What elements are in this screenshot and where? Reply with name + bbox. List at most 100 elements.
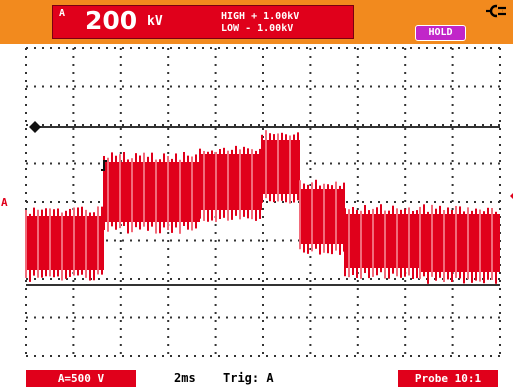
- grid-dot: [290, 278, 292, 280]
- grid-dot: [34, 47, 36, 49]
- grid-dot: [458, 278, 460, 280]
- grid-dot: [167, 344, 170, 346]
- grid-dot: [25, 208, 27, 210]
- grid-dot: [418, 47, 420, 49]
- grid-dot: [114, 278, 116, 280]
- grid-dot: [262, 336, 264, 338]
- grid-dot: [450, 47, 452, 49]
- grid-dot: [250, 85, 252, 88]
- grid-dot: [167, 88, 170, 90]
- grid-dot: [167, 352, 170, 354]
- grid-dot: [34, 201, 36, 203]
- grid-dot: [309, 288, 312, 290]
- grid-dot: [167, 128, 170, 130]
- grid-dot: [442, 201, 444, 203]
- grid-dot: [218, 85, 220, 88]
- grid-dot: [309, 344, 312, 346]
- grid-dot: [354, 124, 356, 126]
- hold-button[interactable]: HOLD: [415, 25, 466, 41]
- grid-dot: [258, 85, 260, 88]
- grid-dot: [72, 120, 75, 122]
- grid-dot: [356, 128, 359, 130]
- grid-dot: [274, 316, 276, 319]
- grid-dot: [309, 136, 312, 138]
- grid-dot: [90, 47, 92, 49]
- grid-dot: [499, 272, 501, 274]
- grid-dot: [242, 47, 244, 49]
- grid-dot: [404, 200, 407, 202]
- grid-dot: [214, 248, 217, 250]
- cursor-diamond-icon[interactable]: [29, 121, 41, 133]
- grid-dot: [119, 296, 122, 298]
- grid-dot: [25, 320, 27, 322]
- grid-dot: [290, 85, 292, 88]
- grid-dot: [226, 85, 228, 88]
- grid-dot: [309, 184, 312, 186]
- grid-dot: [314, 355, 316, 357]
- grid-dot: [119, 48, 122, 50]
- grid-dot: [202, 47, 204, 49]
- grid-dot: [242, 316, 244, 319]
- grid-dot: [322, 47, 324, 49]
- grid-dot: [25, 328, 27, 330]
- grid-dot: [346, 124, 348, 126]
- grid-dot: [418, 124, 420, 126]
- grid-dot: [258, 355, 260, 357]
- grid-dot: [119, 56, 122, 58]
- range-label[interactable]: A=500 V: [26, 370, 136, 387]
- grid-dot: [58, 85, 60, 88]
- grid-dot: [442, 47, 444, 49]
- grid-dot: [378, 278, 380, 280]
- grid-dot: [34, 162, 36, 165]
- grid-dot: [162, 124, 164, 126]
- grid-dot: [234, 316, 236, 319]
- grid-dot: [214, 240, 217, 242]
- grid-dot: [499, 112, 501, 114]
- grid-dot: [451, 320, 454, 322]
- grid-dot: [154, 47, 156, 49]
- grid-dot: [167, 152, 170, 154]
- grid-dot: [474, 201, 476, 203]
- grid-dot: [394, 162, 396, 165]
- grid-dot: [499, 72, 501, 74]
- grid-dot: [258, 124, 260, 126]
- grid-dot: [356, 72, 359, 74]
- grid-dot: [214, 256, 217, 258]
- grid-dot: [314, 85, 316, 88]
- grid-dot: [309, 152, 312, 154]
- grid-dot: [404, 112, 407, 114]
- grid-dot: [274, 239, 276, 242]
- grid-dot: [442, 124, 444, 126]
- grid-dot: [66, 278, 68, 280]
- grid-dot: [218, 355, 220, 357]
- grid-dot: [451, 120, 454, 122]
- grid-dot: [309, 328, 312, 330]
- grid-dot: [322, 355, 324, 357]
- grid-dot: [106, 85, 108, 88]
- grid-dot: [404, 152, 407, 154]
- trigger-label: Trig: A: [223, 371, 274, 385]
- grid-dot: [50, 85, 52, 88]
- grid-dot: [370, 124, 372, 126]
- grid-dot: [50, 201, 52, 203]
- grid-dot: [356, 344, 359, 346]
- grid-dot: [119, 64, 122, 66]
- grid-dot: [154, 124, 156, 126]
- grid-dot: [74, 47, 76, 49]
- grid-dot: [58, 124, 60, 126]
- grid-dot: [356, 152, 359, 154]
- grid-dot: [306, 124, 308, 126]
- grid-dot: [451, 288, 454, 290]
- grid-dot: [119, 336, 122, 338]
- grid-dot: [138, 278, 140, 280]
- grid-dot: [119, 256, 122, 258]
- grid-dot: [130, 47, 132, 49]
- grid-dot: [498, 162, 500, 165]
- grid-dot: [74, 316, 76, 319]
- grid-dot: [306, 162, 308, 165]
- probe-label[interactable]: Probe 10:1: [398, 370, 498, 387]
- grid-dot: [282, 124, 284, 126]
- grid-dot: [72, 112, 75, 114]
- grid-dot: [309, 256, 312, 258]
- grid-dot: [66, 47, 68, 49]
